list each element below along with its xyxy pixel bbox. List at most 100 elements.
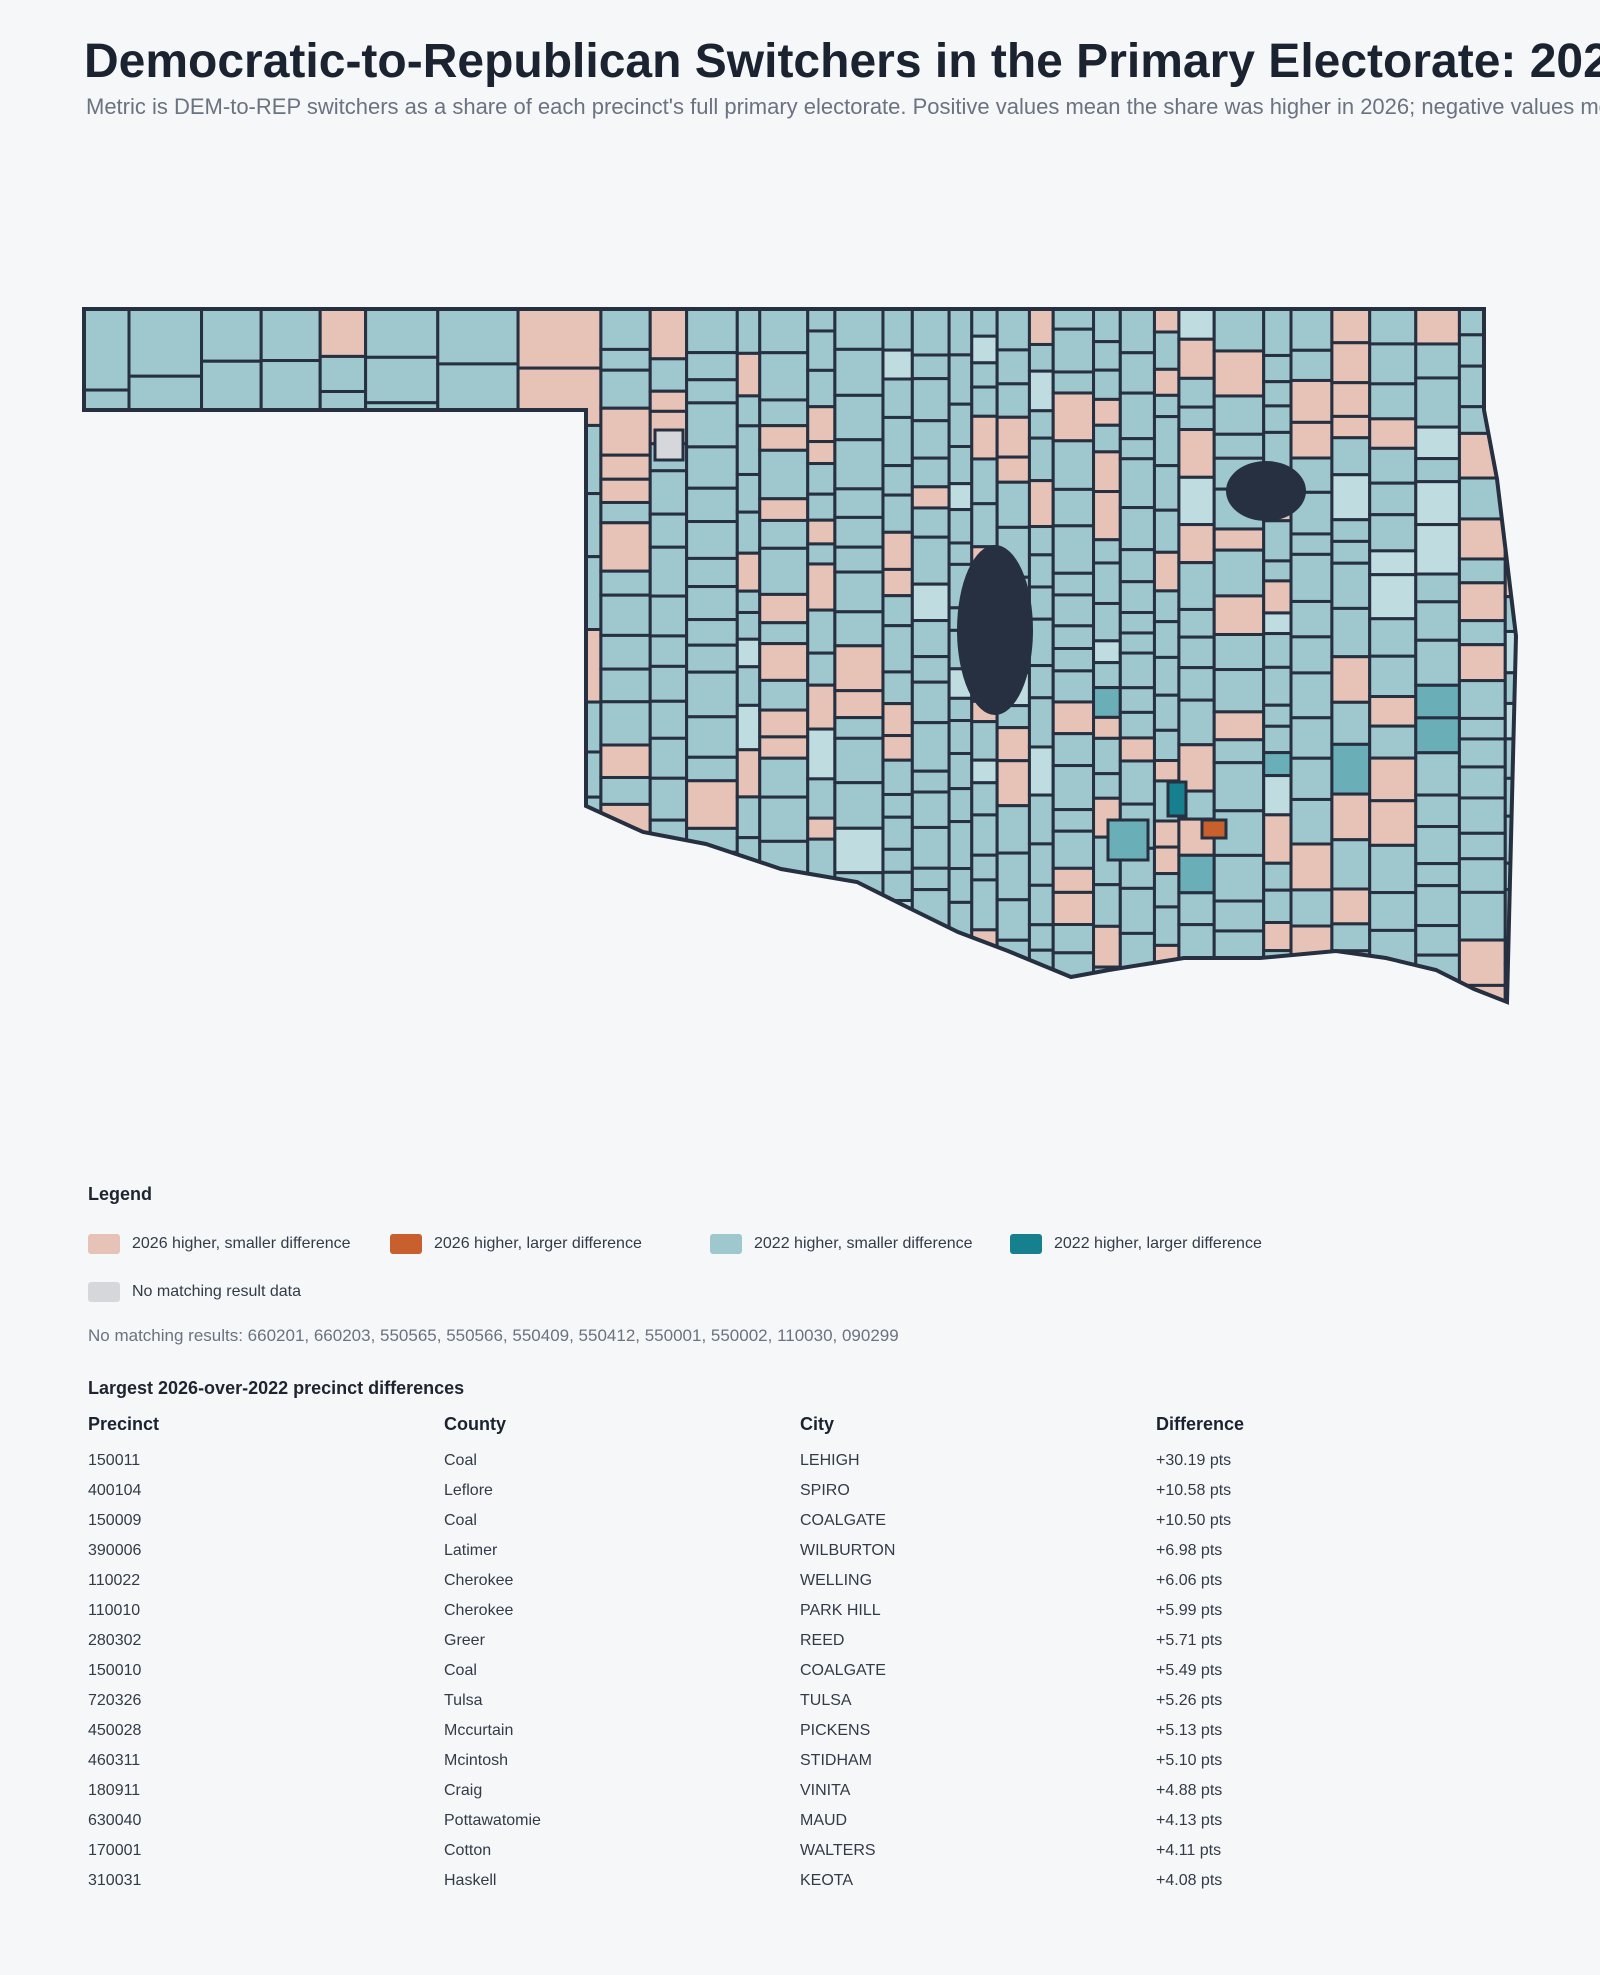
precinct xyxy=(1051,732,1096,768)
precinct xyxy=(1368,417,1418,450)
precinct xyxy=(685,556,739,589)
precinct xyxy=(318,389,368,440)
precinct xyxy=(1289,552,1334,603)
column-header: County xyxy=(444,1414,506,1434)
precinct xyxy=(1051,487,1096,528)
precinct xyxy=(1152,550,1181,593)
precinct xyxy=(364,609,440,654)
precinct xyxy=(1330,606,1372,659)
precinct xyxy=(1368,982,1418,1002)
precinct xyxy=(1092,715,1122,740)
precinct xyxy=(1414,342,1461,380)
precinct xyxy=(806,985,837,1002)
precinct xyxy=(1330,309,1372,345)
precinct xyxy=(1503,629,1516,675)
precinct xyxy=(806,880,837,911)
table-title: Largest 2026-over-2022 precinct differen… xyxy=(88,1378,465,1398)
table-cell: WILBURTON xyxy=(800,1542,896,1559)
precinct xyxy=(947,719,974,755)
table-cell: +6.06 pts xyxy=(1156,1572,1223,1589)
table-cell: 150010 xyxy=(88,1662,142,1679)
precinct xyxy=(1414,924,1461,957)
precinct xyxy=(648,469,689,516)
precinct xyxy=(881,567,914,598)
precinct xyxy=(1051,370,1096,395)
precinct xyxy=(1457,517,1507,561)
precinct xyxy=(599,309,652,351)
precinct xyxy=(1289,348,1334,382)
precinct xyxy=(1330,381,1372,418)
precinct xyxy=(127,766,204,842)
precinct xyxy=(1152,464,1181,512)
precinct xyxy=(910,582,951,623)
precinct xyxy=(1262,993,1293,1002)
precinct xyxy=(735,394,762,428)
precinct xyxy=(735,748,762,799)
precinct xyxy=(881,530,914,571)
precinct xyxy=(1289,716,1334,760)
precinct xyxy=(1106,818,1150,862)
precinct xyxy=(1177,698,1216,747)
precinct xyxy=(1414,572,1461,604)
precinct xyxy=(1092,368,1122,401)
precinct xyxy=(127,939,204,999)
precinct xyxy=(1214,1009,1264,1040)
precinct xyxy=(364,650,440,734)
precinct xyxy=(1289,797,1334,846)
precinct xyxy=(806,651,837,687)
precinct xyxy=(1027,617,1055,668)
precinct xyxy=(516,555,603,632)
precinct xyxy=(806,492,837,522)
precinct xyxy=(758,756,810,799)
precinct xyxy=(1051,808,1096,833)
precinct xyxy=(806,542,837,566)
precinct xyxy=(1051,439,1096,491)
precinct xyxy=(1177,853,1216,895)
precinct xyxy=(1092,397,1122,427)
precinct xyxy=(1262,611,1293,636)
table-cell: Leflore xyxy=(444,1482,493,1499)
precinct xyxy=(1262,353,1293,384)
precinct xyxy=(1212,738,1266,765)
precinct xyxy=(1503,737,1516,780)
precinct xyxy=(1118,886,1156,935)
precinct xyxy=(685,670,739,719)
precinct xyxy=(758,678,810,712)
precinct xyxy=(1330,473,1372,522)
precinct xyxy=(1414,457,1461,484)
precinct xyxy=(758,642,810,682)
precinct xyxy=(1092,601,1122,643)
precinct xyxy=(1212,527,1266,552)
precinct xyxy=(881,792,914,819)
precinct xyxy=(833,545,885,574)
precinct xyxy=(970,502,999,549)
precinct xyxy=(648,664,689,703)
precinct xyxy=(995,851,1031,902)
precinct xyxy=(1177,561,1216,611)
precinct xyxy=(1166,780,1188,818)
precinct xyxy=(1118,736,1156,763)
precinct xyxy=(833,515,885,549)
precinct xyxy=(1092,639,1122,665)
precinct xyxy=(1027,409,1055,440)
precinct xyxy=(516,750,603,799)
precinct xyxy=(1503,595,1516,633)
table-cell: +6.98 pts xyxy=(1156,1542,1223,1559)
precinct xyxy=(259,765,322,811)
precinct xyxy=(1118,437,1156,461)
precinct xyxy=(1092,686,1122,719)
precinct xyxy=(436,955,520,1002)
precinct xyxy=(947,445,974,486)
precinct xyxy=(318,669,368,732)
precinct xyxy=(806,727,837,781)
precinct xyxy=(685,378,739,405)
precinct xyxy=(259,433,322,478)
precinct xyxy=(970,720,999,762)
precinct xyxy=(648,389,689,413)
precinct xyxy=(910,419,951,460)
precinct xyxy=(259,555,322,644)
table-cell: PICKENS xyxy=(800,1722,871,1739)
precinct xyxy=(648,976,689,1002)
precinct xyxy=(1289,635,1334,675)
